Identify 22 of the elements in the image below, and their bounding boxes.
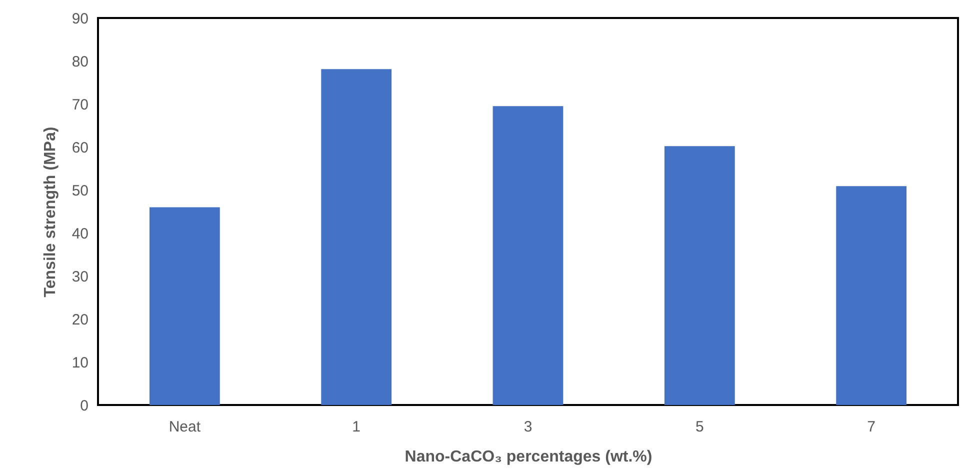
x-tick-label: 7 <box>867 418 876 436</box>
y-tick-label: 10 <box>72 354 88 372</box>
y-tick-label: 0 <box>80 398 88 414</box>
x-tick-label: 5 <box>695 418 704 436</box>
x-tick-label: Neat <box>168 418 202 436</box>
x-tick-label: 1 <box>352 418 361 436</box>
x-axis-title: Nano-CaCO₃ percentages (wt.%) <box>404 448 652 466</box>
y-tick-label: 20 <box>72 312 88 328</box>
bar <box>836 186 907 405</box>
y-tick-label: 80 <box>72 54 88 70</box>
bar <box>664 146 735 405</box>
y-axis-title: Tensile strength (MPa) <box>42 126 59 298</box>
y-tick-label: 40 <box>72 226 88 242</box>
bar <box>492 106 564 405</box>
y-tick-label: 50 <box>72 182 88 200</box>
bar <box>149 207 220 405</box>
bar <box>321 69 392 405</box>
y-tick-label: 70 <box>72 96 88 114</box>
x-tick-label: 3 <box>524 418 532 436</box>
y-tick-label: 90 <box>72 10 88 28</box>
y-tick-label: 60 <box>72 140 88 156</box>
y-tick-label: 30 <box>72 268 88 286</box>
